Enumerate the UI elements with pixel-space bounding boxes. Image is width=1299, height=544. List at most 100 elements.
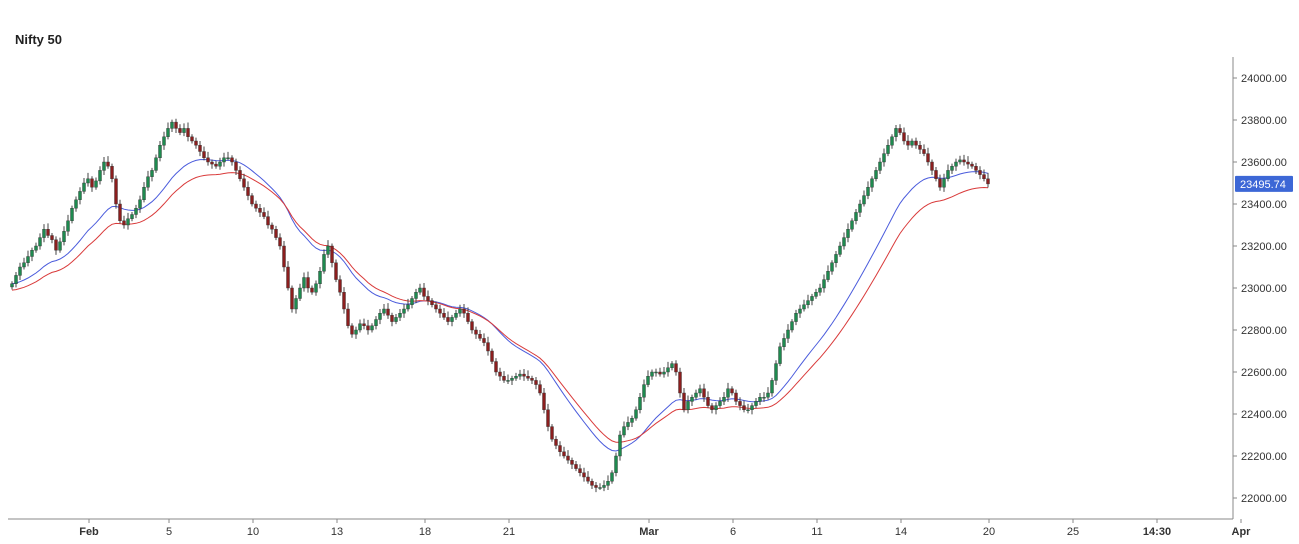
candle-up [218,161,222,167]
candle-up [866,186,870,196]
y-tick-label: 23000.00 [1241,283,1287,295]
last-price-badge [1235,175,1293,192]
candle-up [826,271,830,280]
candle-down [346,308,350,326]
candle-down [962,159,966,163]
x-tick-label: 5 [166,526,172,538]
candle-down [426,296,430,301]
candle-up [154,157,158,171]
candle-down [286,266,290,289]
candle-up [378,313,382,320]
candle-down [542,392,546,410]
candle-up [382,308,386,314]
candle-down [930,161,934,171]
x-tick-label: 25 [1067,526,1079,538]
candle-up [30,249,34,257]
candle-down [310,287,314,293]
candle-up [298,287,302,299]
candle-up [942,178,946,188]
candle-up [662,371,666,375]
candle-up [402,308,406,314]
candle-down [206,157,210,163]
candle-up [794,313,798,322]
candle-up [158,144,162,158]
candle-up [374,319,378,327]
candle-down [430,300,434,306]
labels-layer: 23495.74 [1235,175,1293,192]
candle-up [854,212,858,221]
candle-up [958,159,962,163]
candle-up [726,388,730,398]
candle-up [514,376,518,379]
candle-down [478,334,482,339]
candle-down [522,373,526,377]
candle-up [98,170,102,182]
candle-up [410,298,414,306]
candle-down [50,235,54,240]
candle-up [222,157,226,163]
candle-up [82,182,86,192]
candle-down [498,371,502,377]
candle-up [166,128,170,137]
candle-down [558,445,562,452]
candle-down [194,140,198,146]
candle-up [766,392,770,398]
candle-down [290,287,294,310]
candle-down [734,392,738,402]
candle-up [806,300,810,306]
candle-down [214,163,218,167]
candle-down [438,308,442,314]
candle-down [106,161,110,167]
candle-up [454,313,458,318]
candle-down [974,165,978,171]
candle-down [306,277,310,289]
candle-down [710,405,714,411]
candle-up [786,329,790,339]
candle-down [258,207,262,213]
candle-down [386,308,390,316]
x-tick-label: 21 [503,526,515,538]
candle-down [334,262,338,280]
candle-down [586,476,590,482]
candle-up [418,287,422,293]
candle-down [90,178,94,188]
candle-down [490,350,494,362]
x-tick-label: 6 [730,526,736,538]
candle-down [110,165,114,179]
candle-up [718,401,722,406]
candle-down [682,392,686,410]
candle-down [534,380,538,385]
candle-down [550,426,554,440]
candle-up [814,292,818,297]
candle-up [170,121,174,129]
candle-up [66,220,70,232]
x-tick-label: 20 [983,526,995,538]
candle-up [762,397,766,399]
x-tick-label: 18 [419,526,431,538]
x-tick-label: Mar [639,526,659,538]
candle-up [606,481,610,486]
candle-up [370,325,374,331]
candle-up [838,245,842,255]
candle-up [946,170,950,179]
candle-up [130,214,134,219]
candle-up [882,153,886,163]
candle-up [778,346,782,364]
y-tick-label: 22200.00 [1241,451,1287,463]
candle-down [186,128,190,137]
candle-down [470,321,474,331]
candle-down [114,178,118,205]
candle-up [138,199,142,209]
candle-down [246,186,250,196]
candle-down [282,245,286,268]
y-tick-label: 23400.00 [1241,199,1287,211]
candle-up [798,308,802,314]
y-tick-label: 22000.00 [1241,493,1287,505]
candle-down [54,239,58,251]
candle-up [458,308,462,314]
candle-up [750,405,754,411]
candle-up [302,277,306,289]
x-tick-label: Feb [79,526,99,538]
candle-up [654,371,658,374]
